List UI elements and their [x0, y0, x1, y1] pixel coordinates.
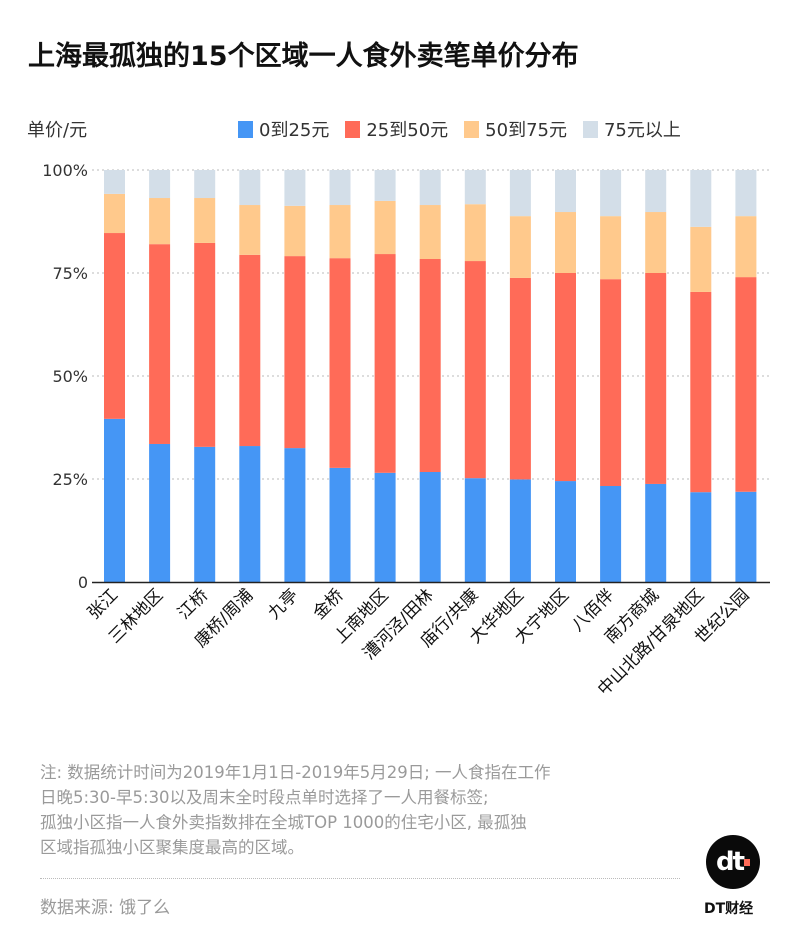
bar-segment-3 — [735, 216, 757, 278]
bar-segment-3 — [194, 198, 216, 243]
data-source: 数据来源: 饿了么 — [40, 898, 171, 918]
bar-segment-1 — [194, 446, 216, 582]
y-tick-label: 100% — [42, 161, 88, 180]
bar-segment-4 — [149, 170, 171, 199]
bar-segment-2 — [374, 254, 396, 473]
bar-segment-4 — [104, 170, 125, 194]
bar-segment-3 — [149, 198, 171, 245]
logo-dot — [744, 858, 751, 866]
bar-segment-4 — [600, 170, 622, 217]
x-tick-label: 张江 — [84, 585, 122, 623]
bar-segment-1 — [600, 486, 622, 582]
legend-item: 50到75元 — [464, 116, 567, 142]
legend-swatch — [345, 120, 361, 138]
bar-segment-4 — [735, 170, 757, 217]
bar-segment-1 — [284, 448, 306, 582]
bar-segment-4 — [194, 170, 216, 199]
y-tick-label: 75% — [52, 264, 88, 283]
bar-segment-3 — [284, 205, 306, 257]
bar-segment-4 — [645, 170, 667, 213]
bar-segment-2 — [555, 273, 576, 482]
legend-swatch — [238, 120, 253, 138]
notes: 注: 数据统计时间为2019年1月1日-2019年5月29日; 一人食指在工作 … — [40, 760, 700, 860]
bar-segment-3 — [464, 204, 486, 262]
bar-segment-1 — [329, 467, 351, 582]
bar-segment-4 — [284, 170, 306, 206]
legend-item: 25到50元 — [345, 116, 448, 142]
bar-segment-1 — [239, 446, 261, 582]
bar-segment-3 — [419, 205, 441, 259]
bar-segment-3 — [104, 193, 125, 234]
bar-segment-4 — [329, 170, 351, 206]
legend-label: 50到75元 — [485, 120, 567, 141]
bar-segment-2 — [329, 258, 351, 468]
legend-label: 0到25元 — [259, 120, 330, 141]
legend-item: 75元以上 — [582, 116, 681, 142]
bar-segment-1 — [149, 443, 171, 582]
bar-segment-2 — [600, 279, 622, 487]
bar-segment-2 — [239, 254, 261, 447]
brand-name: DT财经 — [704, 901, 754, 917]
bar-segment-2 — [104, 233, 125, 419]
y-tick-label: 25% — [52, 470, 88, 489]
bar-segment-4 — [374, 170, 396, 201]
legend-label: 25到50元 — [366, 120, 449, 141]
bar-segment-3 — [690, 226, 712, 292]
bar-segment-2 — [194, 242, 216, 447]
legend: 0到25元 25到50元 50到75元 75元以上 — [238, 116, 681, 142]
bar-segment-4 — [555, 170, 576, 213]
bar-segment-3 — [374, 200, 396, 255]
bar-segment-3 — [645, 212, 667, 273]
bar-segment-3 — [509, 216, 531, 278]
legend-swatch — [582, 120, 598, 138]
bar-segment-2 — [645, 273, 667, 484]
note-line: 日晚5:30-早5:30以及周末全时段点单时选择了一人用餐标签; — [40, 788, 489, 807]
legend-item: 0到25元 — [238, 116, 329, 142]
bar-segment-2 — [509, 277, 531, 480]
bar-segment-2 — [149, 244, 171, 444]
x-tick-label: 九亭 — [264, 585, 302, 623]
bar-segment-1 — [104, 418, 125, 582]
bar-segment-2 — [419, 258, 441, 472]
divider — [40, 878, 680, 879]
bar-segment-4 — [419, 170, 441, 206]
bar-segment-1 — [735, 491, 757, 582]
bar-segment-1 — [419, 471, 441, 582]
bar-segment-2 — [690, 291, 712, 493]
bar-segment-1 — [509, 479, 531, 582]
y-axis-unit-label: 单价/元 — [27, 120, 88, 141]
x-tick-label: 金桥 — [309, 585, 347, 623]
bar-segment-3 — [600, 216, 622, 280]
legend-label: 75元以上 — [603, 120, 681, 141]
bar-segment-4 — [509, 170, 531, 217]
bar-segment-3 — [239, 205, 261, 255]
bar-segment-1 — [464, 478, 486, 582]
bar-segment-4 — [690, 170, 712, 227]
note-line: 区域指孤独小区聚集度最高的区域。 — [40, 838, 304, 857]
bar-segment-1 — [555, 481, 576, 582]
y-tick-label: 50% — [52, 367, 88, 386]
y-tick-label: 0 — [78, 573, 88, 592]
bar-segment-1 — [690, 492, 712, 582]
logo-text: dt — [715, 847, 745, 877]
bar-segment-4 — [464, 170, 486, 205]
dt-logo-icon: dt — [706, 835, 760, 889]
bar-segment-1 — [374, 472, 396, 582]
note-line: 孤独小区指一人食外卖指数排在全城TOP 1000的住宅小区, 最孤独 — [40, 813, 527, 832]
bar-segment-4 — [239, 170, 261, 206]
bar-segment-2 — [735, 277, 757, 492]
bar-segment-1 — [645, 483, 667, 582]
x-tick-label: 江桥 — [174, 585, 212, 623]
bar-segment-2 — [464, 261, 486, 479]
bar-segment-2 — [284, 256, 306, 449]
chart-title: 上海最孤独的15个区域一人食外卖笔单价分布 — [28, 41, 579, 72]
bar-segment-3 — [555, 212, 576, 273]
note-line: 注: 数据统计时间为2019年1月1日-2019年5月29日; 一人食指在工作 — [40, 763, 551, 782]
bar-segment-3 — [329, 205, 351, 259]
legend-swatch — [464, 120, 480, 138]
